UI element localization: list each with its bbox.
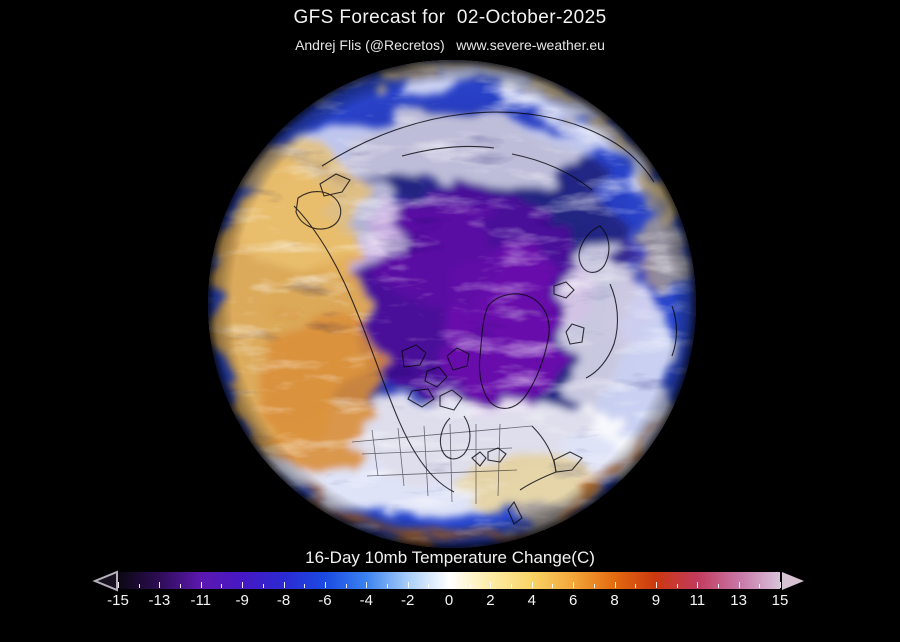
colorbar-tick (262, 584, 264, 588)
colorbar-tick-label: 4 (527, 592, 536, 609)
colorbar-tick-label: -2 (400, 592, 415, 609)
colorbar-tick (366, 582, 368, 588)
colorbar-tick-label: -11 (190, 592, 212, 609)
colorbar-tick (531, 582, 533, 588)
colorbar-tick-label: 15 (771, 592, 789, 609)
colorbar-title: 16-Day 10mb Temperature Change(C) (305, 548, 595, 567)
colorbar-tick (386, 584, 388, 588)
colorbar-tick-labels: -15 -13 -11 -9 -8 -6 -4 -2 0 2 4 6 8 9 11 13 15 (107, 592, 788, 610)
colorbar-tick-label: -4 (359, 592, 373, 609)
colorbar-tick (490, 582, 492, 588)
colorbar-tick (159, 582, 161, 588)
colorbar-tick (635, 584, 637, 588)
colorbar-tick-label: 6 (568, 592, 578, 609)
colorbar-tick (200, 582, 202, 588)
colorbar-tick (449, 582, 450, 588)
colorbar-tick (304, 584, 306, 588)
colorbar-tick (759, 584, 761, 588)
colorbar-tick-label: 13 (730, 592, 747, 609)
colorbar-left-arrow-icon (92, 570, 118, 592)
colorbar-tick (697, 582, 699, 588)
colorbar-tick-label: -13 (148, 592, 171, 609)
colorbar-tick (138, 584, 140, 588)
colorbar-tick (593, 584, 595, 588)
colorbar-tick (324, 582, 326, 588)
page-title: GFS Forecast for 02-October-2025 (293, 7, 607, 28)
globe-svg (208, 60, 696, 548)
colorbar-tick (614, 582, 616, 588)
colorbar-tick (407, 582, 409, 588)
colorbar-tick (180, 584, 182, 588)
colorbar-tick (780, 582, 781, 588)
colorbar-tick-label: -8 (276, 592, 291, 609)
colorbar-tick (717, 584, 719, 588)
colorbar-tick (118, 582, 119, 588)
colorbar-tick-label: -15 (107, 592, 129, 609)
limb-shading (208, 60, 696, 548)
colorbar-tick (469, 584, 471, 588)
colorbar-tick (738, 582, 740, 588)
colorbar-tick-label: -6 (318, 592, 332, 609)
colorbar-tick-label: 11 (689, 592, 706, 609)
colorbar-tick (552, 584, 554, 588)
colorbar-tick-label: 0 (444, 592, 454, 609)
colorbar-tick (676, 584, 678, 588)
colorbar-tick (345, 584, 347, 588)
colorbar-tick-label: 8 (610, 592, 619, 609)
colorbar-tick (573, 582, 575, 588)
colorbar-tick (655, 582, 657, 588)
colorbar-tick (242, 582, 244, 588)
colorbar-tick (283, 582, 285, 588)
colorbar-tick (511, 584, 513, 588)
colorbar-tick-label: -9 (235, 592, 249, 609)
globe-map (202, 56, 702, 556)
colorbar-right-arrow-icon (782, 572, 804, 590)
colorbar-tick-label: 9 (651, 592, 661, 609)
colorbar-tick-label: 2 (486, 592, 495, 609)
colorbar-tick (428, 584, 430, 588)
credit-line: Andrej Flis (@Recretos) www.severe-weath… (295, 37, 605, 53)
colorbar-tick (221, 584, 223, 588)
colorbar-gradient (118, 572, 781, 589)
